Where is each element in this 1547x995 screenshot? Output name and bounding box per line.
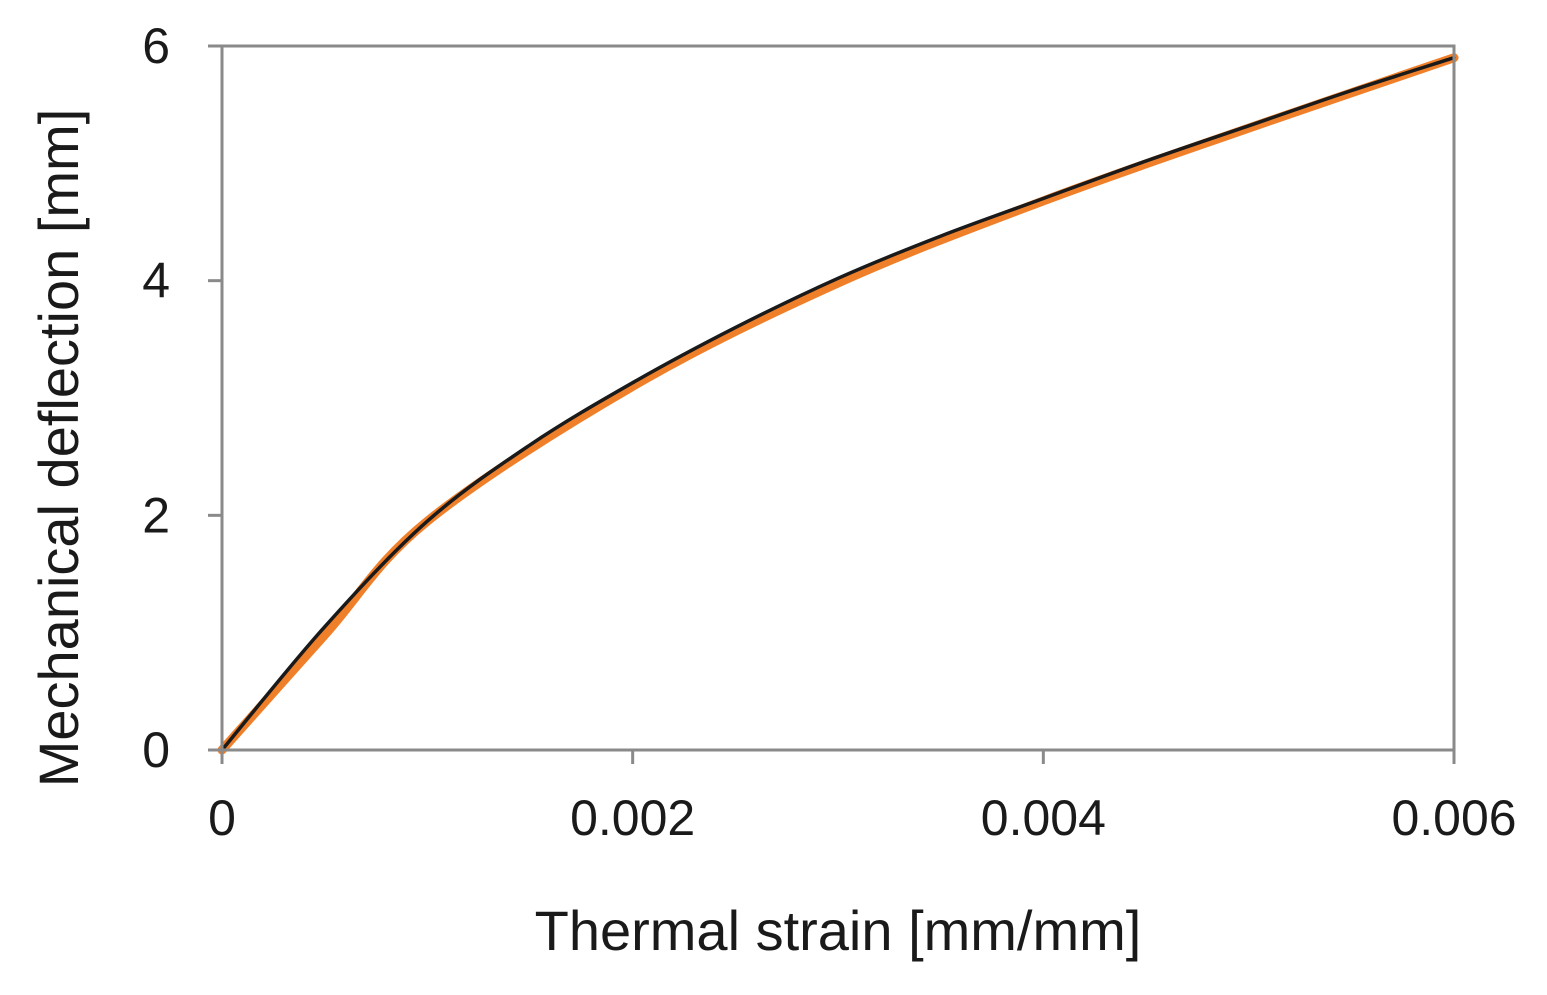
x-tick-label: 0.004 [981, 790, 1106, 846]
series-line-1 [217, 53, 1459, 755]
x-axis-title: Thermal strain [mm/mm] [535, 899, 1142, 962]
x-tick-label: 0 [208, 790, 236, 846]
tick-layer: 0 2 4 6 0 0.002 0.004 0.006 [142, 18, 1516, 846]
series-line-2 [220, 55, 1456, 752]
y-tick-label: 6 [142, 18, 170, 74]
series-layer [217, 53, 1459, 755]
y-tick-label: 0 [142, 722, 170, 778]
x-tick-label: 0.006 [1391, 790, 1516, 846]
x-tick-label: 0.002 [570, 790, 695, 846]
y-axis-title: Mechanical deflection [mm] [27, 109, 90, 788]
y-tick-label: 4 [142, 253, 170, 309]
y-tick-label: 2 [142, 487, 170, 543]
plot-frame [220, 44, 1456, 752]
